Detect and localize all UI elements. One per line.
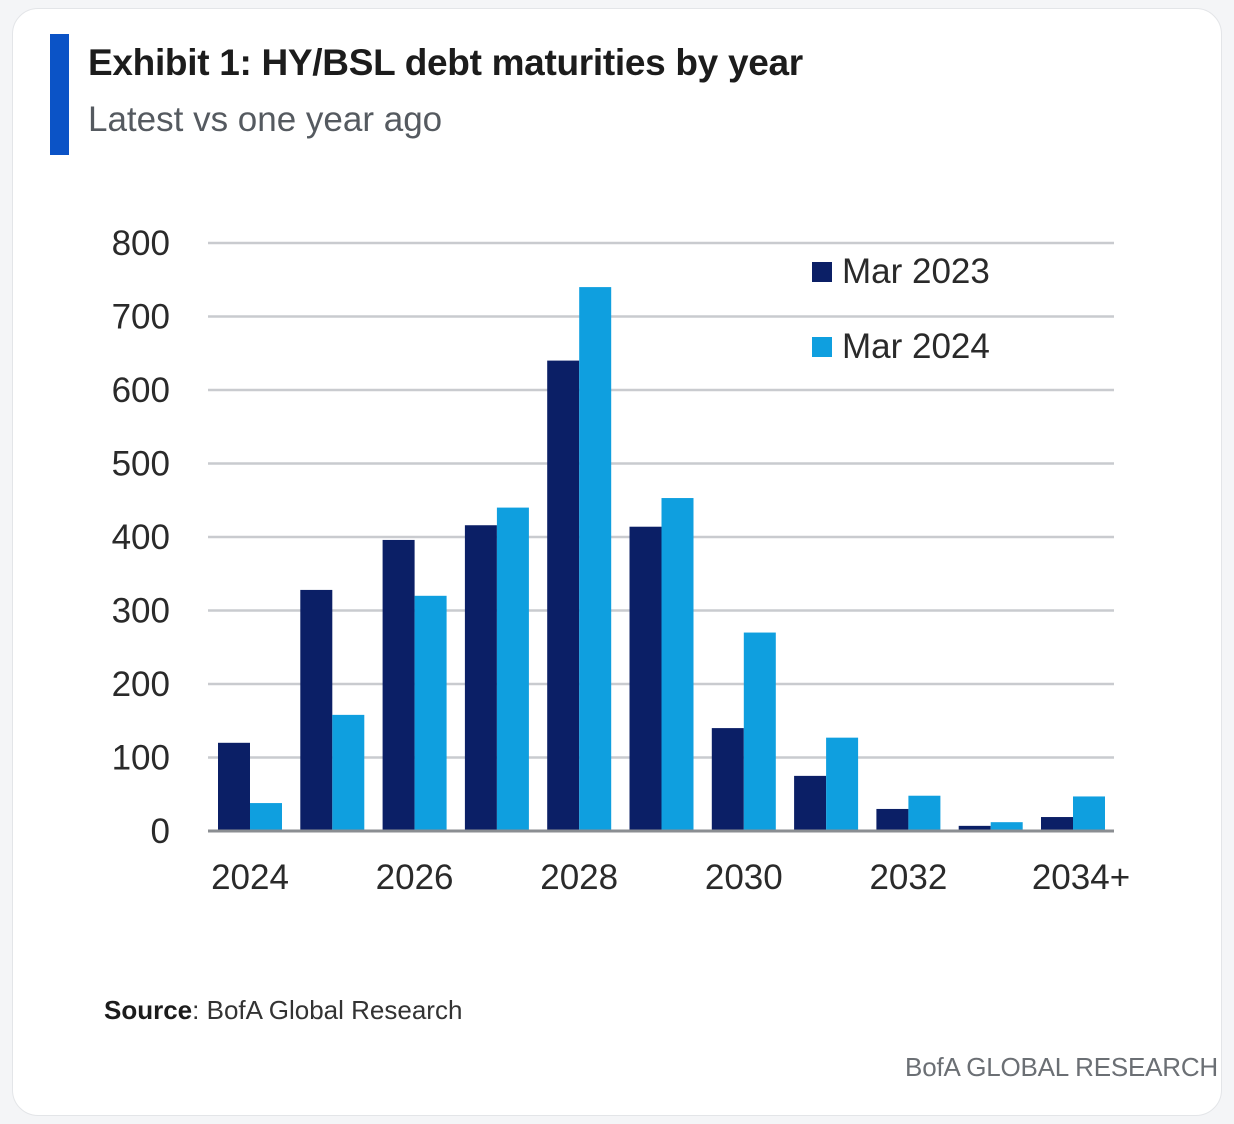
source-text: : BofA Global Research <box>192 995 463 1025</box>
bar-mar-2024-2031 <box>826 737 859 831</box>
bar-mar-2024-2026 <box>414 595 447 831</box>
legend-label-0: Mar 2023 <box>842 252 990 291</box>
bar-mar-2024-2032 <box>908 795 941 831</box>
legend-swatch-0 <box>812 262 832 282</box>
footer-brand: BofA GLOBAL RESEARCH <box>905 1052 1218 1082</box>
x-tick-label: 2034+ <box>1032 858 1130 897</box>
bar-mar-2023-2031 <box>794 775 827 831</box>
y-tick-label: 500 <box>112 445 170 484</box>
x-tick-label: 2024 <box>211 858 289 897</box>
legend-swatch-1 <box>812 337 832 357</box>
bar-mar-2023-2033 <box>958 825 991 831</box>
x-tick-label: 2026 <box>376 858 454 897</box>
bar-mar-2024-2029 <box>661 498 694 831</box>
bar-mar-2023-2032 <box>876 808 909 831</box>
bar-mar-2023-2034+ <box>1041 817 1073 831</box>
bar-mar-2024-2024 <box>250 803 282 831</box>
y-tick-label: 600 <box>112 371 170 410</box>
bar-mar-2024-2027 <box>496 507 529 831</box>
x-tick-label: 2028 <box>540 858 618 897</box>
title-accent-bar <box>50 34 69 155</box>
bar-mar-2023-2027 <box>464 525 497 831</box>
bar-mar-2023-2025 <box>300 589 333 831</box>
y-tick-label: 100 <box>112 739 170 778</box>
bar-mar-2024-2030 <box>743 632 776 831</box>
bar-mar-2023-2028 <box>547 360 580 831</box>
source-label: Source <box>104 995 193 1025</box>
y-tick-label: 700 <box>112 298 170 337</box>
source-note: Source: BofA Global Research <box>104 995 462 1026</box>
legend-label-1: Mar 2024 <box>842 327 990 366</box>
chart-title: Exhibit 1: HY/BSL debt maturities by yea… <box>88 42 803 83</box>
bar-mar-2023-2026 <box>382 539 415 831</box>
x-tick-label: 2030 <box>705 858 783 897</box>
bar-mar-2023-2030 <box>711 728 744 831</box>
y-tick-label: 400 <box>112 518 170 557</box>
bar-mar-2024-2034+ <box>1073 796 1105 831</box>
y-tick-label: 800 <box>112 224 170 263</box>
bar-mar-2024-2025 <box>332 714 365 831</box>
y-tick-label: 0 <box>151 812 170 851</box>
chart-subtitle: Latest vs one year ago <box>88 100 443 139</box>
y-tick-label: 200 <box>112 665 170 704</box>
bar-mar-2024-2028 <box>579 287 612 832</box>
x-tick-label: 2032 <box>869 858 947 897</box>
bar-mar-2023-2024 <box>218 742 250 831</box>
y-tick-label: 300 <box>112 592 170 631</box>
bar-mar-2023-2029 <box>629 526 662 831</box>
chart-card <box>12 8 1222 1116</box>
bar-mar-2024-2033 <box>990 822 1023 831</box>
